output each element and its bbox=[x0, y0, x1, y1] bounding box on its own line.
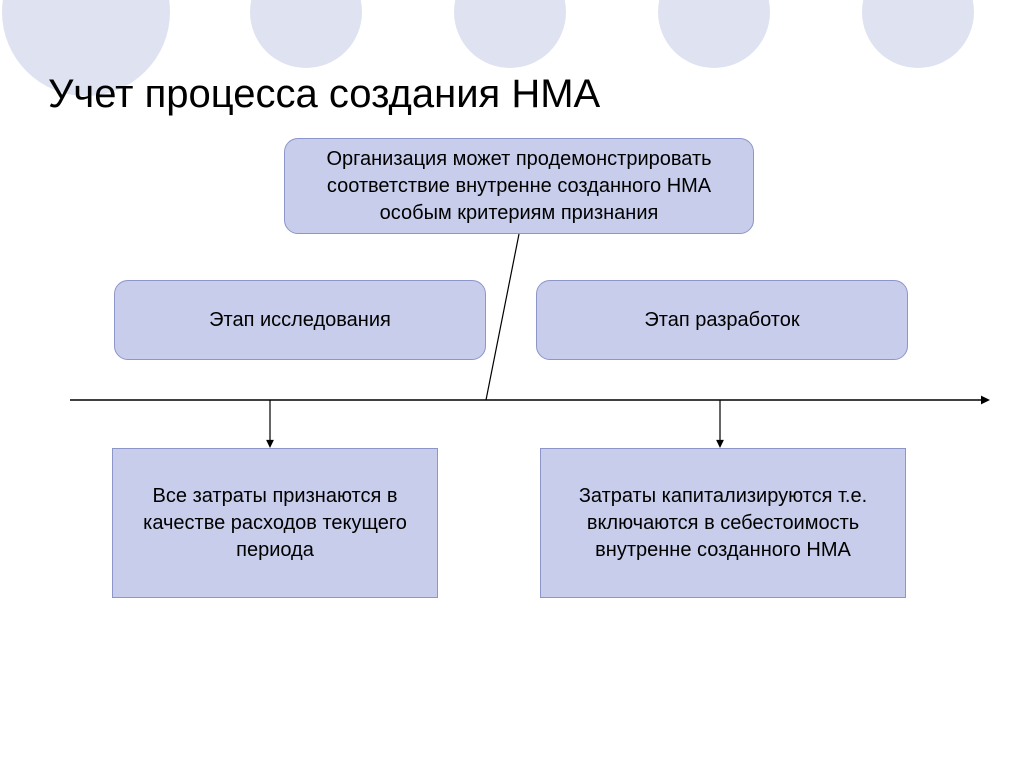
top-criteria-box: Организация может продемонстрировать соо… bbox=[284, 138, 754, 234]
decorative-circle bbox=[250, 0, 362, 68]
stage-research-text: Этап исследования bbox=[195, 301, 405, 340]
decorative-circle bbox=[454, 0, 566, 68]
result-expenses-box: Все затраты признаются в качестве расход… bbox=[112, 448, 438, 598]
stage-development-box: Этап разработок bbox=[536, 280, 908, 360]
result-capitalized-box: Затраты капитализируются т.е. включаются… bbox=[540, 448, 906, 598]
result-capitalized-text: Затраты капитализируются т.е. включаются… bbox=[541, 477, 905, 570]
decorative-circle bbox=[658, 0, 770, 68]
decorative-circle bbox=[862, 0, 974, 68]
top-criteria-text: Организация может продемонстрировать соо… bbox=[285, 140, 753, 233]
page-title: Учет процесса создания НМА bbox=[48, 72, 600, 117]
stage-research-box: Этап исследования bbox=[114, 280, 486, 360]
result-expenses-text: Все затраты признаются в качестве расход… bbox=[113, 477, 437, 570]
stage-development-text: Этап разработок bbox=[630, 301, 813, 340]
